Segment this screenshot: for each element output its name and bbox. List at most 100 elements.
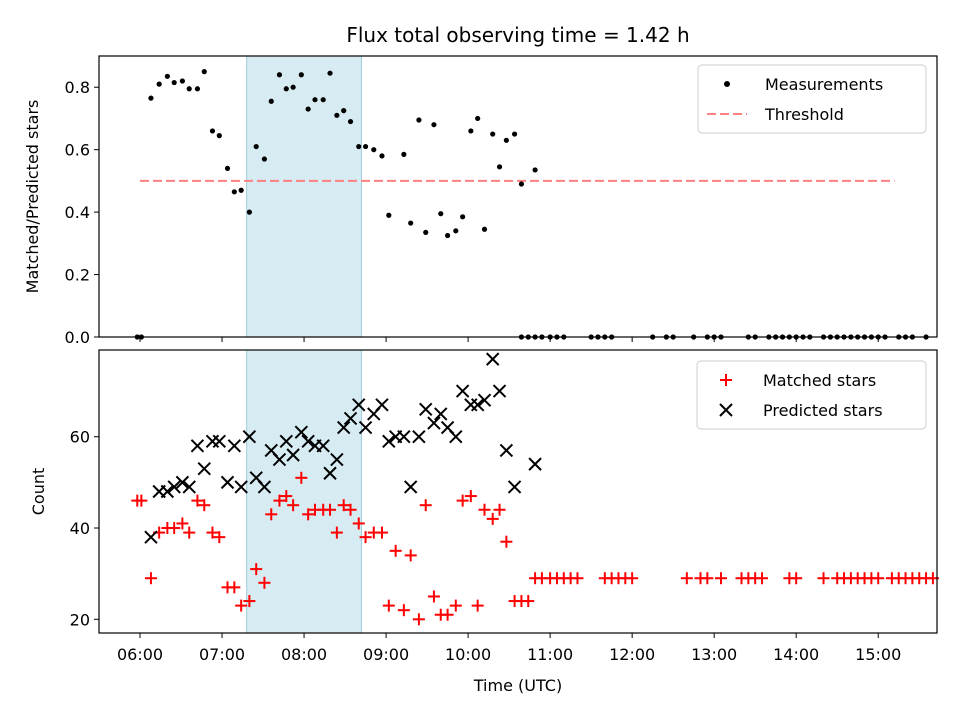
predicted-star-point xyxy=(212,434,227,448)
matched-star-point xyxy=(471,599,484,612)
ratio-y-axis-label: Matched/Predicted stars xyxy=(23,100,42,294)
ratio-y-tick-label: 0.2 xyxy=(65,266,90,285)
observing-window-shade-bottom xyxy=(246,349,362,634)
ratio-panel-frame xyxy=(98,55,938,338)
ratio-panel: 0.00.20.40.60.8 Matched/Predicted stars … xyxy=(23,55,938,347)
time-x-axis-label: Time (UTC) xyxy=(473,676,562,695)
measurement-point xyxy=(431,122,437,128)
time-x-tick-label: 11:00 xyxy=(527,645,573,664)
measurement-point xyxy=(268,98,274,104)
measurement-point xyxy=(438,211,444,217)
time-x-tick-label: 13:00 xyxy=(691,645,737,664)
count-y-tick-label: 20 xyxy=(70,610,90,629)
matched-star-point xyxy=(359,531,372,544)
matched-star-point xyxy=(324,503,337,516)
predicted-star-point xyxy=(507,480,522,494)
predicted-star-point xyxy=(375,398,389,412)
matched-star-point xyxy=(389,544,402,557)
predicted-star-point xyxy=(227,439,242,453)
predicted-star-point xyxy=(382,434,396,448)
count-panel-frame xyxy=(98,349,938,634)
predicted-star-point xyxy=(286,448,300,462)
measurement-point xyxy=(371,147,377,153)
count-y-axis-label: Count xyxy=(29,468,48,516)
matched-star-point xyxy=(756,572,769,585)
count-y-tick-label: 40 xyxy=(70,519,90,538)
matched-star-point xyxy=(382,599,395,612)
matched-star-point xyxy=(486,512,499,525)
matched-star-point xyxy=(183,526,196,539)
matched-star-point xyxy=(206,526,219,539)
matched-star-point xyxy=(404,549,417,562)
matched-star-point xyxy=(235,599,248,612)
measurement-point xyxy=(518,181,525,187)
measurement-point xyxy=(261,156,268,162)
measurement-point xyxy=(362,143,369,150)
matched-star-point xyxy=(265,508,278,521)
predicted-star-point xyxy=(336,420,351,435)
time-x-tick-label: 06:00 xyxy=(117,645,163,664)
time-x-tick-label: 14:00 xyxy=(773,645,819,664)
matched-star-point xyxy=(449,599,462,612)
matched-star-point xyxy=(135,494,148,507)
matched-star-point xyxy=(243,595,256,608)
matched-star-point xyxy=(375,526,388,539)
matched-star-point xyxy=(715,572,728,585)
predicted-star-point xyxy=(197,461,211,476)
measurement-point xyxy=(468,128,474,134)
matched-star-point xyxy=(626,572,639,585)
matched-star-point xyxy=(680,572,693,585)
measurement-point xyxy=(320,97,326,103)
matched-star-point xyxy=(250,563,263,576)
predicted-star-point xyxy=(175,475,190,490)
matched-star-point xyxy=(464,490,477,503)
time-x-tick-label: 12:00 xyxy=(609,645,655,664)
matched-star-point xyxy=(287,499,300,512)
measurement-point xyxy=(379,153,385,159)
measurement-point xyxy=(201,69,207,75)
legend-label-predicted: Predicted stars xyxy=(763,401,883,420)
count-legend: Matched stars Predicted stars xyxy=(696,360,927,430)
measurement-point xyxy=(347,118,354,125)
measurement-point xyxy=(312,97,318,103)
predicted-star-point xyxy=(294,425,309,439)
legend-label-measurements: Measurements xyxy=(765,75,883,94)
measurement-point xyxy=(186,86,192,92)
count-panel: 20 40 60 06:00 07:00 08:00 09:00 10:00 11:00 12:0… xyxy=(29,349,939,695)
predicted-star-point xyxy=(234,480,248,494)
predicted-star-point xyxy=(316,439,330,453)
matched-star-point xyxy=(872,572,885,585)
ratio-legend-box xyxy=(697,64,927,134)
measurement-point xyxy=(305,106,311,112)
matched-star-point xyxy=(456,494,469,507)
matched-star-point xyxy=(817,572,830,585)
measurement-point xyxy=(481,226,488,232)
measurement-point xyxy=(209,128,216,134)
predicted-star-point xyxy=(449,430,463,444)
predicted-star-point xyxy=(419,402,433,417)
measurement-point xyxy=(327,70,333,76)
measurement-point xyxy=(156,81,162,87)
time-x-tick-label: 09:00 xyxy=(363,645,409,664)
measurement-point xyxy=(416,117,422,123)
measurement-point xyxy=(503,137,509,143)
ratio-y-tick-label: 0.6 xyxy=(65,141,90,160)
legend-marker-predicted xyxy=(719,403,733,417)
measurement-point xyxy=(179,78,185,84)
predicted-star-point xyxy=(528,457,542,471)
legend-label-threshold: Threshold xyxy=(764,105,844,124)
predicted-star-point xyxy=(499,443,514,458)
count-legend-box xyxy=(696,360,927,430)
measurement-point xyxy=(356,143,362,150)
measurement-point xyxy=(171,79,177,86)
matched-star-point xyxy=(144,572,157,585)
matched-star-point xyxy=(522,595,535,608)
measurement-point xyxy=(341,108,347,114)
measurement-point xyxy=(511,131,518,137)
measurement-point xyxy=(194,86,201,92)
time-x-tick-label: 08:00 xyxy=(281,645,327,664)
time-x-tick-label: 10:00 xyxy=(445,645,491,664)
matched-star-point xyxy=(441,608,454,621)
predicted-star-point xyxy=(160,484,175,499)
